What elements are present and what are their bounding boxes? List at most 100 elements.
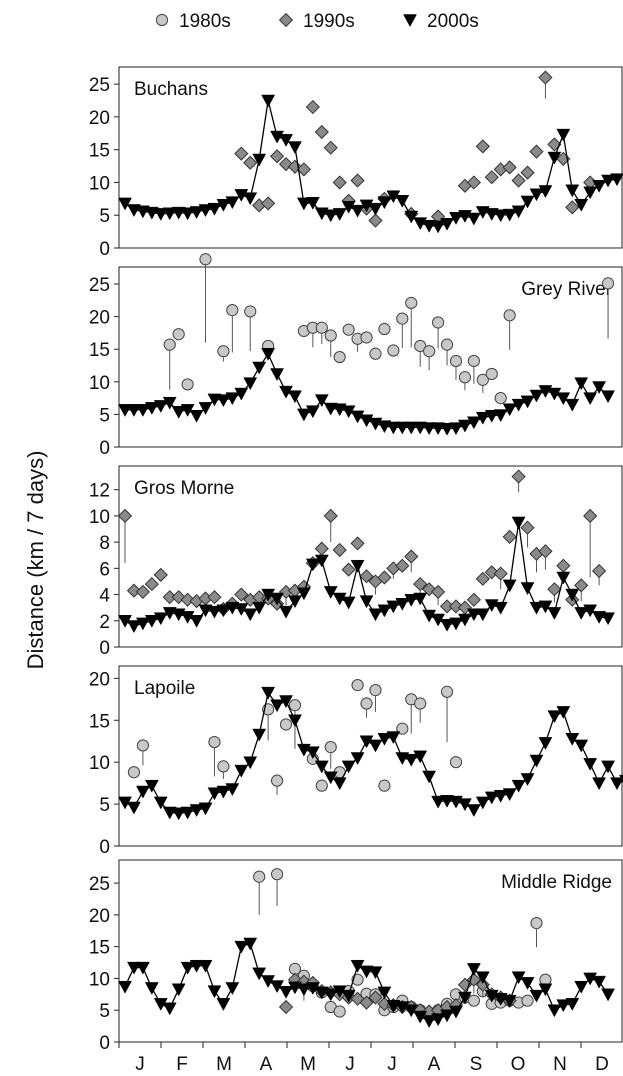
data-point — [368, 213, 383, 228]
series-1980s — [163, 253, 615, 405]
data-point — [583, 392, 598, 406]
data-point — [189, 206, 204, 219]
series-2000s — [118, 94, 623, 234]
data-point — [118, 197, 132, 211]
data-point — [234, 146, 249, 161]
data-point — [583, 186, 598, 200]
y-tick-label: 10 — [89, 507, 110, 528]
data-point — [243, 155, 258, 170]
data-point — [502, 994, 517, 1008]
data-point — [189, 615, 204, 628]
data-point — [314, 541, 329, 556]
data-point — [305, 197, 320, 210]
data-point — [404, 549, 419, 564]
data-point — [449, 756, 463, 769]
data-point — [207, 202, 222, 216]
data-point — [305, 746, 320, 760]
data-point — [144, 779, 159, 793]
x-tick-label: F — [176, 1054, 188, 1075]
data-point — [422, 770, 437, 784]
data-point — [440, 338, 454, 351]
data-point — [529, 989, 544, 1003]
panels: 0 5 10 15 20 25 Buchans 0 5 10 15 20 25 Grey River 0 2 4… — [89, 66, 623, 1054]
data-point — [431, 795, 446, 809]
data-point — [270, 368, 284, 382]
data-point — [440, 217, 454, 231]
data-point — [511, 173, 526, 188]
data-point — [440, 685, 454, 698]
data-point — [332, 592, 347, 606]
data-point — [431, 220, 446, 234]
data-point — [574, 607, 589, 620]
legend-label-1990s: 1990s — [303, 11, 355, 32]
data-point — [359, 965, 374, 979]
data-point — [440, 794, 454, 808]
data-point — [180, 611, 195, 624]
data-point — [395, 597, 410, 611]
data-point — [270, 699, 284, 713]
data-point — [466, 608, 481, 622]
data-point — [601, 390, 615, 404]
data-point — [270, 592, 284, 606]
data-point — [323, 140, 338, 155]
data-point — [475, 971, 490, 985]
data-point — [556, 392, 571, 406]
data-point — [404, 594, 419, 607]
x-tick-label: N — [553, 1054, 567, 1075]
data-point — [520, 195, 535, 209]
data-point — [127, 961, 141, 975]
data-point — [592, 381, 607, 395]
data-point — [118, 980, 132, 994]
data-point — [413, 421, 428, 435]
data-point — [414, 697, 427, 710]
data-point — [279, 695, 293, 709]
data-point — [377, 986, 392, 1000]
y-tick-label: 15 — [89, 340, 110, 361]
data-point — [135, 404, 150, 417]
data-point — [269, 149, 285, 164]
data-point — [404, 210, 419, 224]
data-point — [449, 422, 463, 436]
data-point — [341, 200, 356, 214]
data-point — [332, 175, 347, 190]
data-point — [180, 961, 195, 975]
data-point — [413, 592, 428, 606]
y-tick-label: 0 — [99, 1033, 110, 1054]
data-point — [369, 684, 382, 697]
data-point — [279, 134, 293, 147]
legend: 1980s 1990s 2000s — [155, 11, 479, 32]
data-point — [288, 141, 302, 155]
data-point — [368, 608, 383, 622]
data-point — [547, 582, 562, 597]
data-point — [520, 395, 535, 409]
data-point — [199, 253, 212, 266]
data-point — [547, 1004, 562, 1018]
data-point — [207, 605, 222, 619]
data-point — [314, 760, 329, 774]
y-tick-label: 5 — [99, 1001, 110, 1022]
data-point — [243, 192, 258, 206]
data-point — [198, 802, 213, 816]
data-point — [315, 779, 328, 792]
data-point — [153, 400, 168, 413]
data-point — [180, 592, 195, 607]
x-tick-label: D — [595, 1054, 609, 1075]
y-tick-label: 25 — [89, 874, 110, 895]
data-point — [547, 151, 562, 165]
y-tick-label: 12 — [89, 481, 110, 502]
data-point — [324, 329, 337, 342]
data-point — [323, 209, 338, 223]
data-point — [207, 985, 222, 999]
data-point — [189, 804, 204, 817]
series-1980s — [127, 678, 463, 795]
data-point — [592, 563, 607, 579]
data-point — [253, 870, 266, 883]
panel-label: Lapoile — [134, 678, 195, 699]
data-point — [475, 411, 490, 425]
data-point — [332, 542, 347, 558]
x-tick-label: M — [300, 1054, 316, 1075]
data-point — [538, 737, 553, 750]
data-point — [225, 982, 240, 995]
data-point — [484, 170, 499, 185]
